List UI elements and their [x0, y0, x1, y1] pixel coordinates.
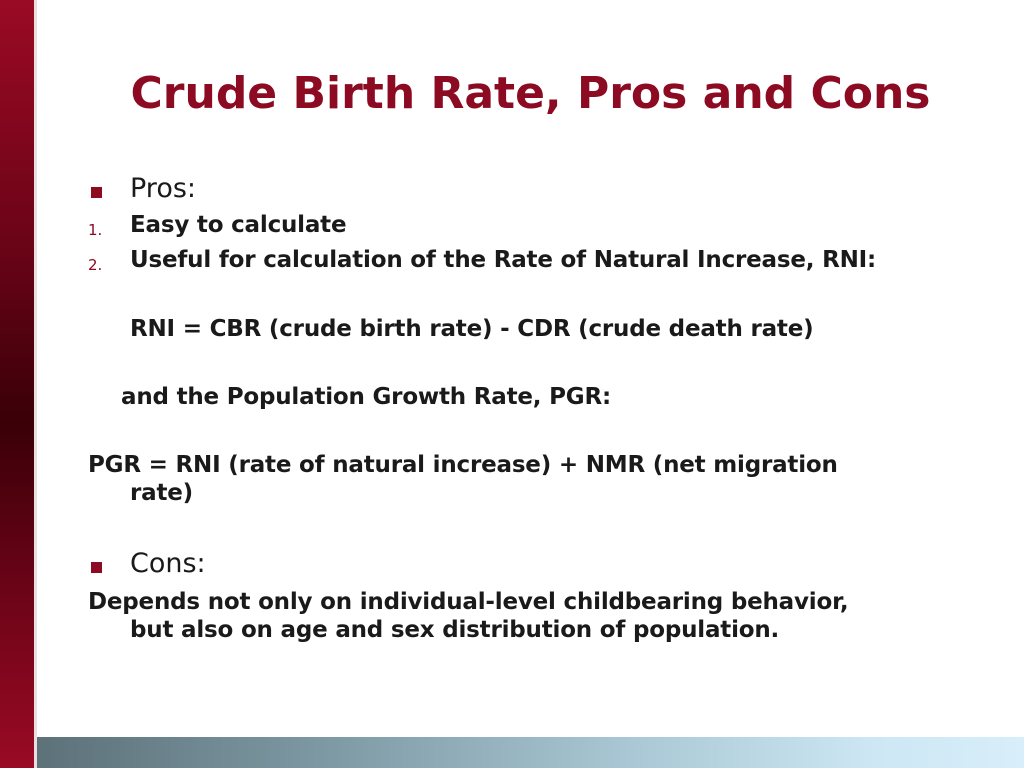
left-decorative-bar [0, 0, 34, 768]
pgr-intro: and the Population Growth Rate, PGR: [121, 384, 611, 410]
pros-bullet-icon [91, 187, 102, 198]
left-bar-edge [34, 0, 37, 768]
pros-item-2-marker: 2. [88, 256, 103, 274]
pros-item-1-marker: 1. [88, 221, 103, 239]
pgr-formula-line-1: PGR = RNI (rate of natural increase) + N… [88, 452, 838, 478]
pgr-formula-line-2: rate) [130, 480, 193, 506]
cons-heading: Cons: [130, 548, 206, 579]
rni-formula: RNI = CBR (crude birth rate) - CDR (crud… [130, 316, 814, 342]
pros-item-2: Useful for calculation of the Rate of Na… [130, 247, 877, 273]
bottom-decorative-bar [37, 737, 1024, 768]
pros-heading: Pros: [130, 173, 196, 204]
cons-text-line-1: Depends not only on individual-level chi… [88, 589, 849, 615]
slide-title: Crude Birth Rate, Pros and Cons [130, 68, 931, 119]
cons-text-line-2: but also on age and sex distribution of … [130, 617, 780, 643]
pros-item-1: Easy to calculate [130, 212, 347, 238]
cons-bullet-icon [91, 562, 102, 573]
